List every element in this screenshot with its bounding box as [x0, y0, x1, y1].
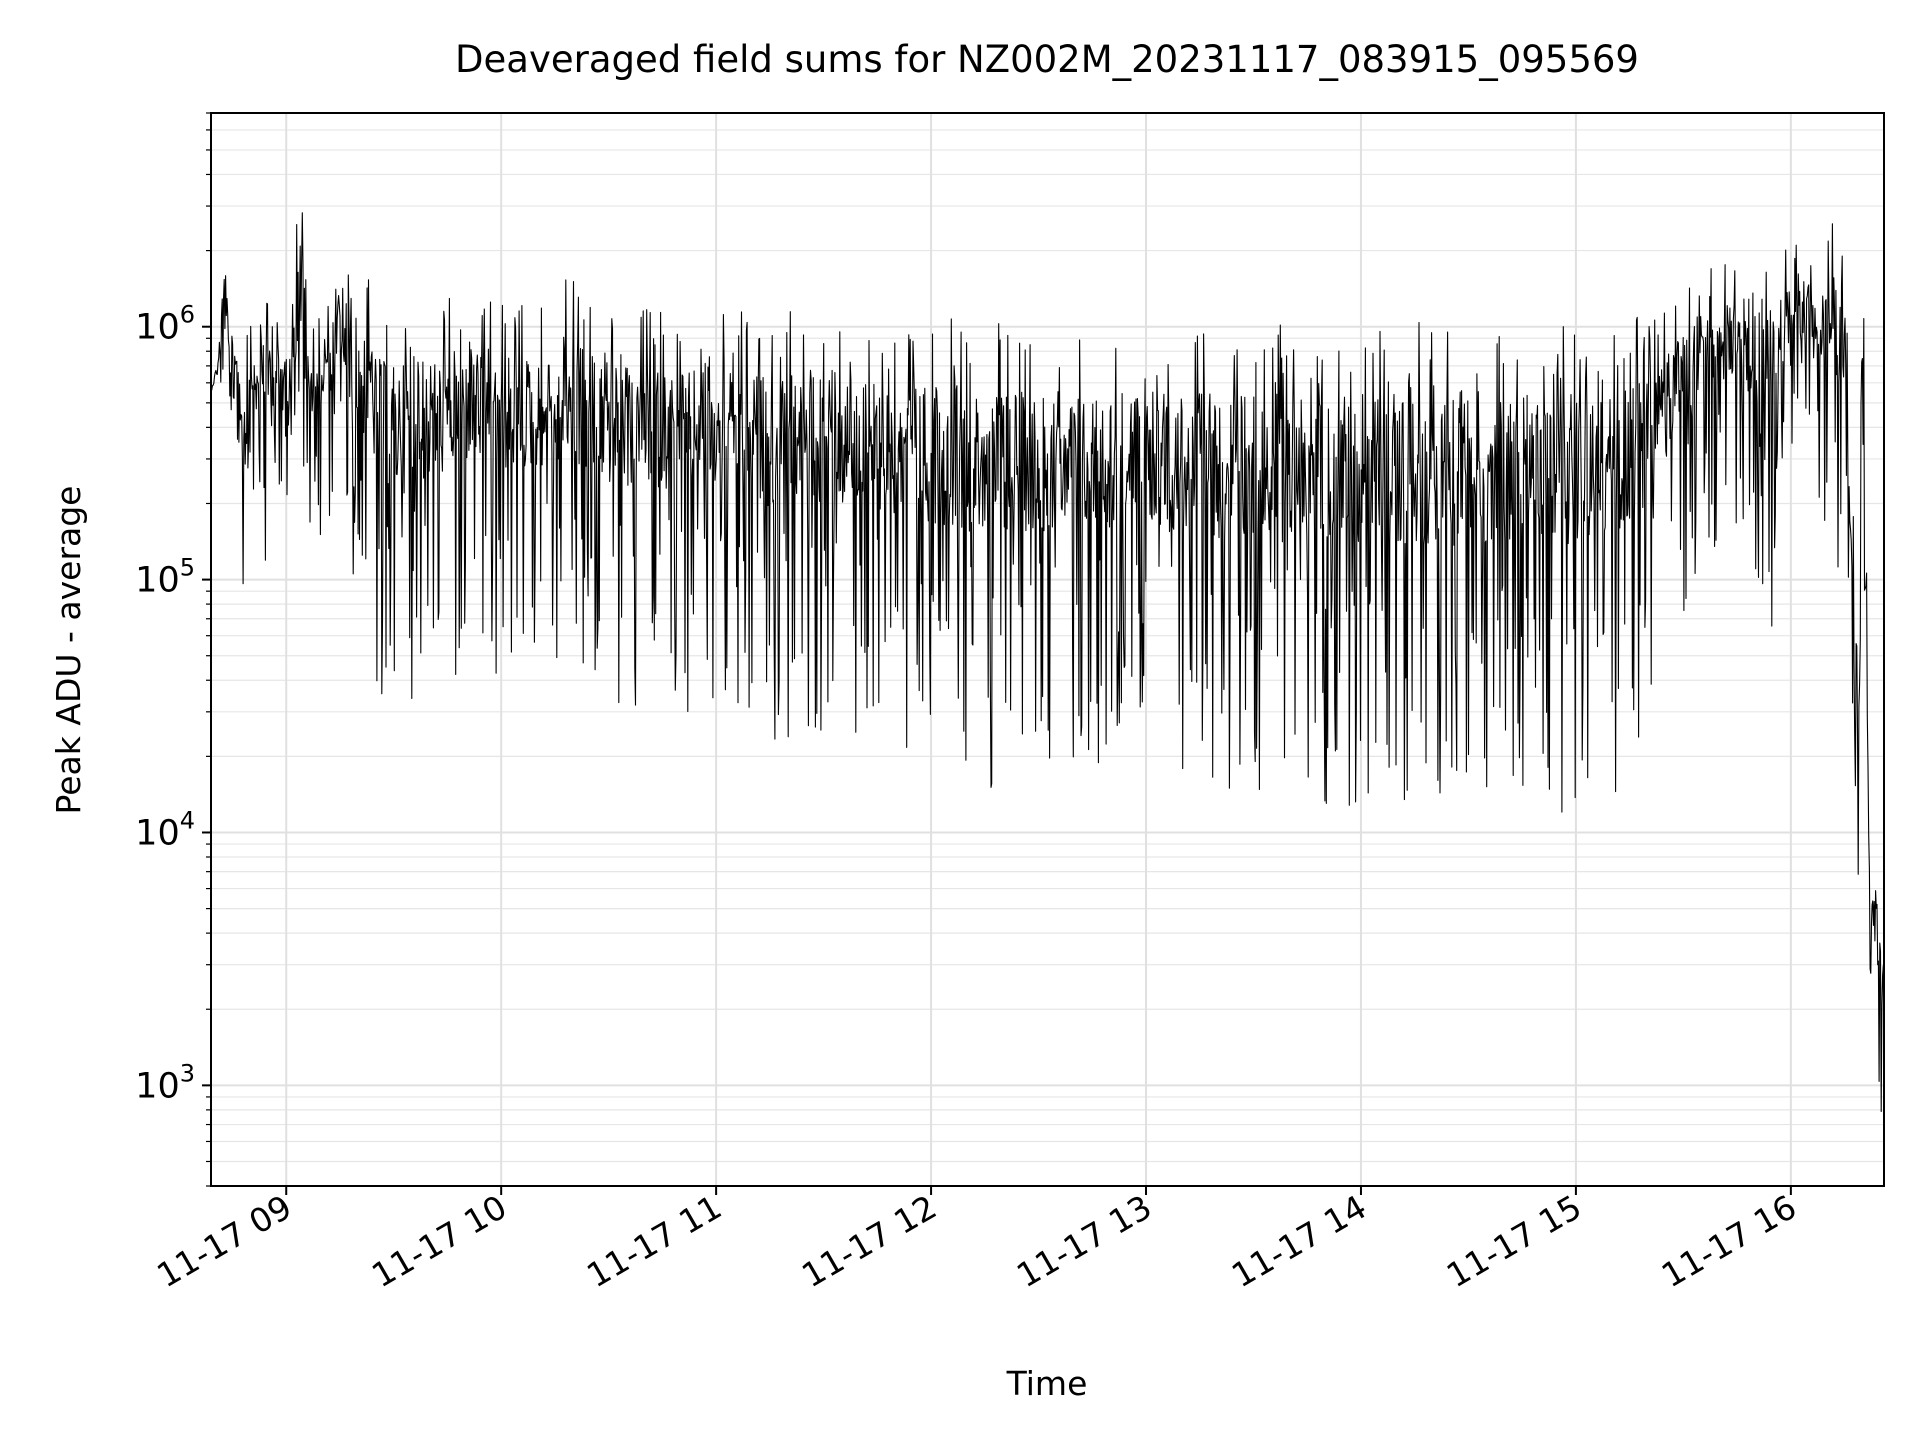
y-axis: 103 104 105 106 [135, 112, 211, 1187]
y-tick-label: 105 [135, 554, 195, 601]
plot-frame [210, 112, 1885, 1187]
series-line [210, 212, 1885, 1113]
chart-title: Deaveraged field sums for NZ002M_2023111… [455, 38, 1639, 81]
y-axis-label: Peak ADU - average [49, 486, 88, 815]
plot-area [210, 212, 1885, 1113]
y-tick-label: 103 [135, 1059, 195, 1106]
y-tick-label: 106 [135, 301, 195, 348]
x-axis-label: Time [1006, 1364, 1088, 1403]
y-tick-label: 104 [135, 806, 195, 853]
